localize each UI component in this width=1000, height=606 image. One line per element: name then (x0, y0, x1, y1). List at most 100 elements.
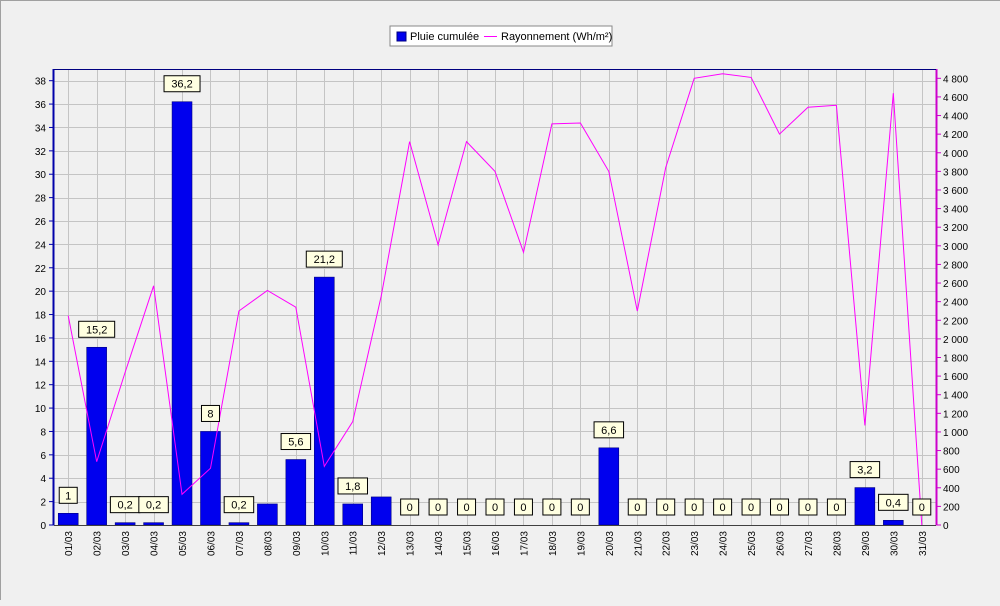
left-tick-label: 14 (35, 357, 47, 368)
bar-29/03 (855, 488, 875, 525)
x-tick-label: 22/03 (662, 531, 673, 556)
bar-07/03 (229, 523, 249, 525)
bar-02/03 (87, 347, 107, 525)
data-label-03/03: 0,2 (110, 497, 139, 513)
bar-10/03 (314, 277, 334, 525)
data-label-text: 0 (748, 502, 754, 514)
x-tick-label: 07/03 (235, 531, 246, 556)
bar-30/03 (883, 520, 903, 525)
bar-05/03 (172, 102, 192, 525)
data-label-text: 6,6 (601, 425, 616, 437)
data-label-06/03: 8 (201, 405, 219, 421)
x-tick-label: 19/03 (576, 531, 587, 556)
left-tick-label: 18 (35, 311, 47, 322)
right-tick-label: 2 800 (943, 260, 968, 271)
data-label-text: 0 (691, 502, 697, 514)
data-label-text: 0 (407, 502, 413, 514)
right-tick-label: 2 000 (943, 335, 968, 346)
x-tick-label: 04/03 (150, 531, 161, 556)
x-tick-label: 16/03 (491, 531, 502, 556)
x-tick-label: 14/03 (434, 531, 445, 556)
bar-12/03 (371, 497, 391, 525)
data-label-21/03: 0 (628, 499, 646, 515)
data-label-14/03: 0 (429, 499, 447, 515)
x-tick-label: 02/03 (93, 531, 104, 556)
right-tick-label: 4 600 (943, 93, 968, 104)
data-label-25/03: 0 (742, 499, 760, 515)
x-tick-label: 01/03 (64, 531, 75, 556)
right-tick-label: 4 200 (943, 130, 968, 141)
data-label-28/03: 0 (827, 499, 845, 515)
left-tick-label: 34 (35, 123, 47, 134)
data-label-29/03: 3,2 (850, 462, 880, 478)
x-tick-label: 26/03 (776, 531, 787, 556)
x-tick-label: 30/03 (889, 531, 900, 556)
x-tick-label: 29/03 (861, 531, 872, 556)
data-label-18/03: 0 (543, 499, 561, 515)
data-label-text: 0 (463, 502, 469, 514)
data-label-text: 0 (520, 502, 526, 514)
x-tick-label: 18/03 (548, 531, 559, 556)
left-tick-label: 28 (35, 194, 47, 205)
right-tick-label: 1 000 (943, 428, 968, 439)
right-tick-label: 0 (943, 521, 949, 532)
x-tick-label: 17/03 (519, 531, 530, 556)
right-tick-label: 1 800 (943, 353, 968, 364)
x-tick-label: 09/03 (292, 531, 303, 556)
right-tick-label: 2 200 (943, 316, 968, 327)
data-label-04/03: 0,2 (139, 497, 169, 513)
data-label-text: 8 (207, 408, 213, 420)
data-label-15/03: 0 (458, 499, 476, 515)
x-tick-label: 15/03 (463, 531, 474, 556)
left-tick-label: 6 (40, 451, 46, 462)
data-label-text: 0 (634, 502, 640, 514)
x-tick-label: 05/03 (178, 531, 189, 556)
left-tick-label: 20 (35, 287, 47, 298)
data-label-text: 0 (663, 502, 669, 514)
left-tick-label: 24 (35, 240, 47, 251)
x-tick-label: 10/03 (320, 531, 331, 556)
x-tick-label: 27/03 (804, 531, 815, 556)
data-label-text: 5,6 (288, 437, 303, 449)
data-label-24/03: 0 (714, 499, 732, 515)
data-label-text: 0 (805, 502, 811, 514)
data-label-text: 0 (577, 502, 583, 514)
right-tick-label: 3 400 (943, 205, 968, 216)
x-tick-label: 13/03 (406, 531, 417, 556)
data-label-text: 0,4 (886, 497, 901, 509)
data-label-text: 0 (720, 502, 726, 514)
data-label-27/03: 0 (799, 499, 817, 515)
data-label-10/03: 21,2 (306, 251, 342, 267)
left-tick-label: 8 (40, 427, 46, 438)
left-tick-label: 10 (35, 404, 47, 415)
left-tick-label: 26 (35, 217, 47, 228)
x-tick-label: 03/03 (121, 531, 132, 556)
right-tick-label: 600 (943, 465, 960, 476)
data-label-22/03: 0 (657, 499, 675, 515)
x-tick-label: 23/03 (690, 531, 701, 556)
right-tick-label: 2 400 (943, 298, 968, 309)
bar-11/03 (343, 504, 363, 525)
x-tick-label: 24/03 (719, 531, 730, 556)
right-tick-label: 200 (943, 502, 960, 513)
data-label-text: 0 (492, 502, 498, 514)
x-tick-label: 11/03 (349, 531, 360, 556)
data-label-text: 0,2 (117, 500, 132, 512)
left-tick-label: 32 (35, 147, 47, 158)
bar-20/03 (599, 448, 619, 525)
legend-rain-label: Pluie cumulée (410, 31, 479, 43)
x-tick-label: 21/03 (633, 531, 644, 556)
data-label-text: 0,2 (231, 500, 246, 512)
left-tick-label: 38 (35, 77, 47, 88)
left-tick-label: 36 (35, 100, 47, 111)
data-label-text: 0 (919, 502, 925, 514)
x-tick-label: 28/03 (832, 531, 843, 556)
right-tick-label: 2 600 (943, 279, 968, 290)
right-tick-label: 1 600 (943, 372, 968, 383)
left-tick-label: 4 (40, 474, 46, 485)
bar-09/03 (286, 460, 306, 525)
legend: Pluie cumulée Rayonnement (Wh/m²) (390, 26, 612, 46)
left-tick-label: 12 (35, 381, 47, 392)
